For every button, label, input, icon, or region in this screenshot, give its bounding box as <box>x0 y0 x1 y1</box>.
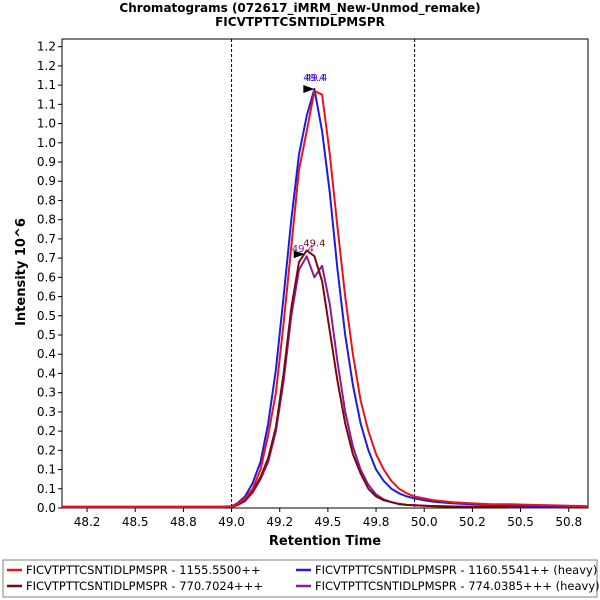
y-tick-label: 0.6 <box>37 270 56 284</box>
legend-label: FICVTPTTCSNTIDLPMSPR - 1155.5500++ <box>26 563 261 577</box>
x-axis-title: Retention Time <box>269 534 381 549</box>
x-tick-label: 48.8 <box>170 515 197 529</box>
y-axis-title: Intensity 10^6 <box>14 218 29 326</box>
y-tick-label: 0.2 <box>37 424 56 438</box>
y-tick-label: 0.8 <box>37 193 56 207</box>
x-tick-label: 49.8 <box>363 515 390 529</box>
series-line <box>62 89 589 508</box>
legend-label: FICVTPTTCSNTIDLPMSPR - 1160.5541++ (heav… <box>315 563 597 577</box>
y-tick-label: 1.2 <box>37 40 56 54</box>
x-tick-label: 48.2 <box>74 515 101 529</box>
x-tick-label: 50.5 <box>507 515 534 529</box>
y-tick-label: 1.1 <box>37 78 56 92</box>
legend-label: FICVTPTTCSNTIDLPMSPR - 774.0385+++ (heav… <box>315 579 600 593</box>
chart-title: Chromatograms (072617_iMRM_New-Unmod_rem… <box>119 1 480 16</box>
peak-label: 49.4 <box>305 73 327 84</box>
x-tick-label: 50.2 <box>459 515 486 529</box>
chart-subtitle: FICVTPTTCSNTIDLPMSPR <box>215 15 385 29</box>
y-tick-label: 0.6 <box>37 290 56 304</box>
y-tick-label: 0.5 <box>37 309 56 323</box>
y-tick-label: 0.9 <box>37 155 56 169</box>
y-tick-label: 0.5 <box>37 328 56 342</box>
x-tick-label: 49.2 <box>266 515 293 529</box>
peak-label: 49.4 <box>292 244 314 255</box>
peak-arrow <box>303 84 315 93</box>
y-tick-label: 0.7 <box>37 232 56 246</box>
y-tick-label: 1.1 <box>37 97 56 111</box>
y-tick-label: 0.3 <box>37 386 56 400</box>
y-tick-label: 0.4 <box>37 366 56 380</box>
x-tick-label: 49.0 <box>218 515 245 529</box>
y-tick-label: 0.3 <box>37 405 56 419</box>
y-tick-label: 0.1 <box>37 463 56 477</box>
x-tick-label: 49.5 <box>315 515 342 529</box>
y-tick-label: 0.0 <box>37 501 56 515</box>
peak-label: 49.4 <box>303 238 325 249</box>
y-tick-label: 0.1 <box>37 482 56 496</box>
peak-label: 49.4 <box>303 73 325 84</box>
y-tick-label: 0.4 <box>37 347 56 361</box>
y-tick-label: 1.0 <box>37 117 56 131</box>
legend-label: FICVTPTTCSNTIDLPMSPR - 770.7024+++ <box>26 579 263 593</box>
y-tick-label: 0.7 <box>37 251 56 265</box>
legend-box <box>2 559 598 598</box>
y-tick-label: 1.0 <box>37 136 56 150</box>
y-tick-label: 0.8 <box>37 213 56 227</box>
x-tick-label: 50.8 <box>555 515 582 529</box>
x-tick-label: 48.5 <box>122 515 149 529</box>
y-tick-label: 1.2 <box>37 59 56 73</box>
y-tick-label: 0.2 <box>37 443 56 457</box>
x-tick-label: 50.0 <box>411 515 438 529</box>
peak-arrow <box>293 250 305 259</box>
series-line <box>62 249 588 509</box>
y-tick-label: 0.9 <box>37 174 56 188</box>
